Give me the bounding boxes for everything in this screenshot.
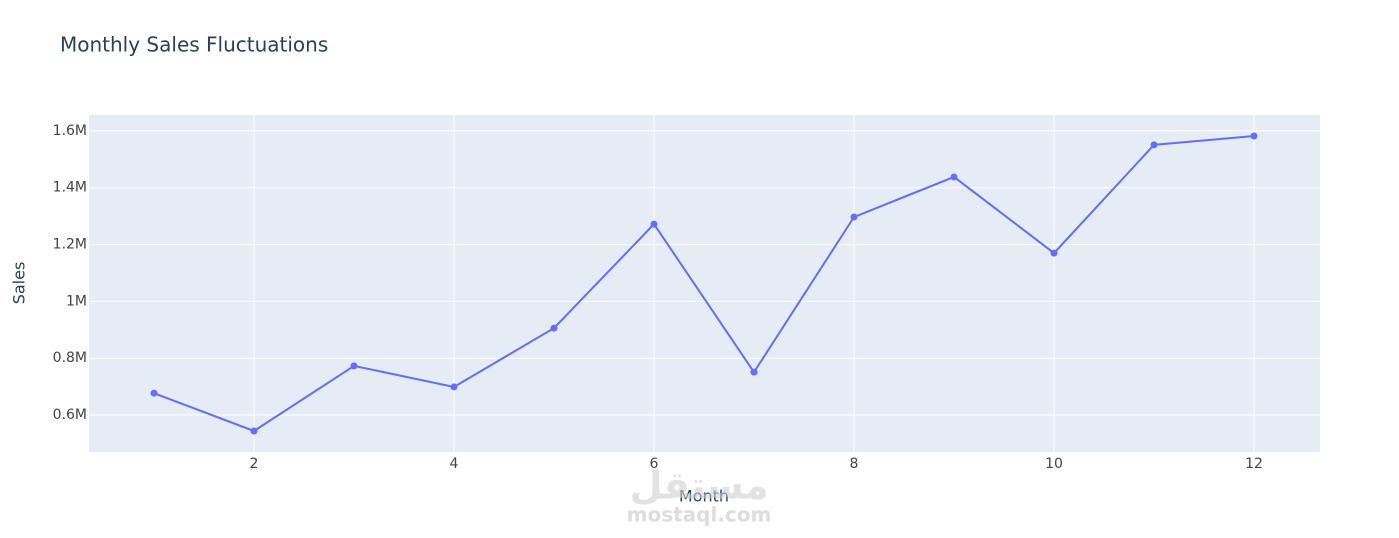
y-tick-label: 1.6M: [53, 123, 87, 139]
watermark-arabic: مستقل: [630, 464, 769, 508]
x-tick-label: 10: [1045, 456, 1063, 472]
x-tick-label: 4: [450, 456, 459, 472]
marker: [150, 389, 158, 397]
y-tick-label: 0.8M: [53, 350, 87, 366]
marker: [950, 173, 958, 181]
x-tick-label: 6: [650, 456, 659, 472]
marker: [750, 368, 758, 376]
marker: [250, 427, 258, 435]
marker: [350, 362, 358, 370]
x-tick-label: 12: [1245, 456, 1263, 472]
y-tick-label: 1.4M: [53, 180, 87, 196]
marker: [650, 220, 658, 228]
y-tick-label: 1M: [66, 293, 87, 309]
x-tick-label: 8: [850, 456, 859, 472]
x-axis-title: Month: [679, 487, 729, 506]
line: [153, 135, 1255, 433]
marker: [450, 383, 458, 391]
marker: [850, 213, 858, 221]
chart-title: Monthly Sales Fluctuations: [60, 33, 328, 57]
marker: [1150, 141, 1158, 149]
marker: [550, 324, 558, 332]
plot-area: [89, 115, 1320, 452]
y-tick-label: 1.2M: [53, 237, 87, 253]
watermark-latin: mostaql.com: [627, 503, 772, 527]
x-tick-label: 2: [250, 456, 259, 472]
marker: [1050, 249, 1058, 257]
y-axis-title: Sales: [10, 262, 29, 305]
y-tick-label: 0.6M: [53, 407, 87, 423]
marker: [1250, 132, 1258, 140]
